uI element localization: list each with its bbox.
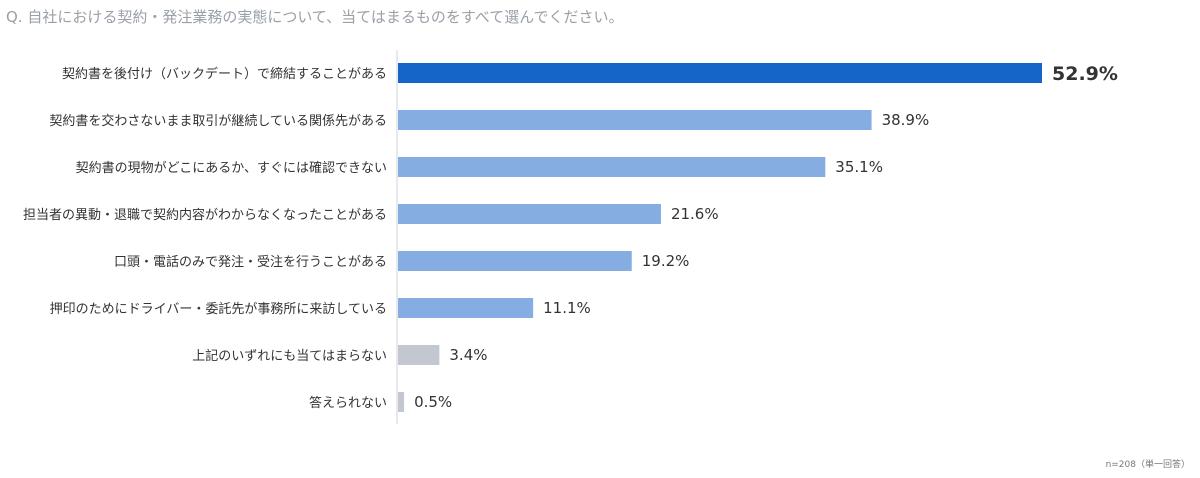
bar xyxy=(398,157,826,177)
category-label: 契約書を交わさないまま取引が継続している関係先がある xyxy=(49,113,387,129)
category-label: 契約書を後付け（バックデート）で締結することがある xyxy=(62,66,387,82)
bar xyxy=(398,298,534,318)
category-label: 口頭・電話のみで発注・受注を行うことがある xyxy=(114,254,387,270)
value-label: 11.1% xyxy=(543,299,591,317)
bar xyxy=(398,392,405,412)
bar xyxy=(398,345,440,365)
category-label: 押印のためにドライバー・委託先が事務所に来訪している xyxy=(50,301,387,317)
bar xyxy=(398,251,632,271)
sample-size-note: n=208（単一回答） xyxy=(1105,460,1190,470)
category-label: 上記のいずれにも当てはまらない xyxy=(192,348,387,364)
bar xyxy=(398,204,661,224)
bar xyxy=(398,110,872,130)
category-label: 担当者の異動・退職で契約内容がわからなくなったことがある xyxy=(23,207,387,223)
value-label: 19.2% xyxy=(642,252,690,270)
value-label: 0.5% xyxy=(414,393,452,411)
question-title: Q. 自社における契約・発注業務の実態について、当てはまるものをすべて選んでくだ… xyxy=(6,8,624,26)
value-label: 35.1% xyxy=(835,158,883,176)
category-label: 答えられない xyxy=(309,395,387,411)
value-label: 21.6% xyxy=(671,205,719,223)
category-label: 契約書の現物がどこにあるか、すぐには確認できない xyxy=(76,160,387,176)
value-label: 52.9% xyxy=(1052,63,1118,85)
bar xyxy=(398,63,1042,83)
value-label: 3.4% xyxy=(449,346,487,364)
value-label: 38.9% xyxy=(882,111,930,129)
bars-layer: 契約書を後付け（バックデート）で締結することがある 52.9% 契約書を交わさないま… xyxy=(23,63,1118,412)
